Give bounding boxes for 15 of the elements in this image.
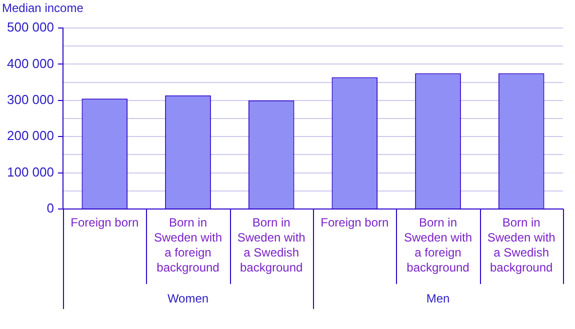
y-tick-label: 300 000 xyxy=(7,92,54,107)
text: Women xyxy=(167,291,209,306)
x-tick-label: Born in Sweden with a foreign background xyxy=(154,215,222,274)
y-tick-label: 500 000 xyxy=(7,20,54,35)
x-tick-label: Born in Sweden with a Swedish background xyxy=(237,215,306,274)
y-tick-label: 400 000 xyxy=(7,56,54,71)
y-tick-label: 200 000 xyxy=(7,128,54,144)
x-tick-label: Born in Sweden with a foreign background xyxy=(404,215,472,274)
x-tick-label: Foreign born xyxy=(70,215,139,230)
y-tick-label: 100 000 xyxy=(7,164,54,180)
x-tick-label: Foreign born xyxy=(320,215,389,230)
text: Men xyxy=(426,291,450,306)
y-tick-label: 0 xyxy=(46,200,54,216)
y-axis-title: Median income xyxy=(2,1,84,15)
x-tick-label: Born in Sweden with a Swedish background xyxy=(487,215,556,274)
